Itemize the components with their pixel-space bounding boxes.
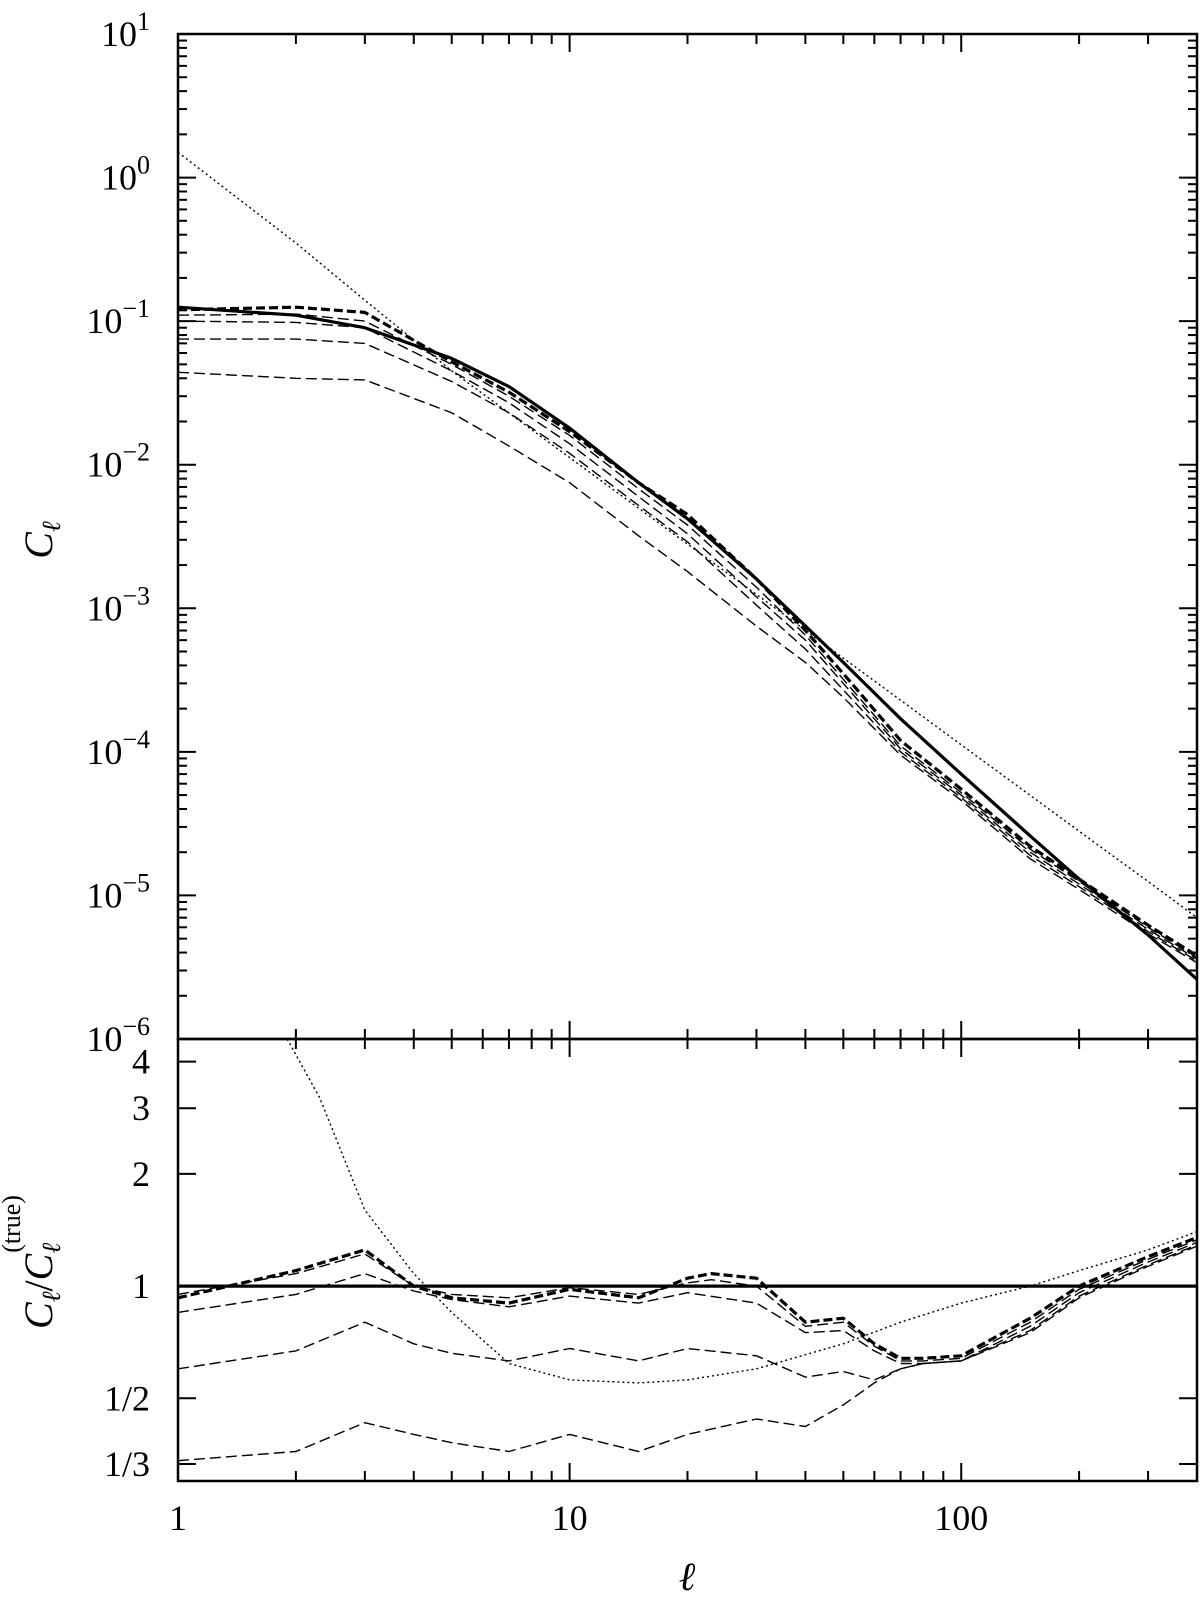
top-y-tick-label: 100: [101, 151, 150, 198]
top-series-group: [178, 151, 1197, 981]
bottom-series-3-line: [178, 1239, 1197, 1362]
bottom-series-5-line: [178, 1244, 1197, 1381]
x-tick-label: 1: [169, 1498, 187, 1538]
bottom-y-tick-label: 1/2: [104, 1378, 150, 1418]
top-y-tick-label: 10−1: [86, 294, 150, 341]
top-plot-frame: [176, 32, 1199, 1041]
top-y-tick-label: 10−2: [86, 438, 150, 485]
bottom-y-tick-label: 2: [132, 1154, 150, 1194]
top-series-0-line: [178, 305, 1197, 981]
bottom-series-1-line: [286, 1039, 1197, 1384]
x-axis-label: ℓ: [679, 1554, 696, 1599]
top-series-3-line: [178, 313, 1197, 958]
top-series-2-line: [178, 305, 1197, 958]
bottom-y-tick-label: 4: [132, 1042, 150, 1082]
top-y-tick-label: 101: [101, 7, 150, 54]
x-tick-label: 100: [934, 1498, 988, 1538]
top-y-axis-label: Cℓ: [16, 521, 66, 559]
top-series-1-line: [178, 151, 1197, 919]
bottom-y-tick-label: 1: [132, 1266, 150, 1306]
top-series-5-line: [178, 338, 1197, 962]
top-panel: 101 100 10−1 10−2 10−3 10−4 10−5 10−6: [86, 7, 1199, 1059]
top-y-tick-label: 10−3: [86, 581, 150, 628]
bottom-y-axis-label: Cℓ/Cℓ(true): [0, 1195, 66, 1329]
top-y-tick-labels: 101 100 10−1 10−2 10−3 10−4 10−5 10−6: [86, 7, 150, 1059]
bottom-panel: 4 3 2 1 1/2 1/3 1 10 100: [104, 1037, 1199, 1538]
x-tick-label: 10: [552, 1498, 588, 1538]
top-y-tick-label: 10−5: [86, 868, 150, 915]
top-y-tick-label: 10−4: [86, 725, 150, 772]
bottom-y-tick-labels: 4 3 2 1 1/2 1/3: [104, 1042, 150, 1484]
bottom-series-6-line: [178, 1245, 1197, 1462]
bottom-series-2-line: [178, 1236, 1197, 1360]
top-y-tick-label: 10−6: [86, 1012, 150, 1059]
bottom-series-group: [178, 1039, 1197, 1462]
x-tick-labels: 1 10 100: [169, 1498, 988, 1538]
bottom-y-tick-label: 3: [132, 1088, 150, 1128]
bottom-plot-frame: [176, 1037, 1199, 1483]
top-series-6-line: [178, 371, 1197, 964]
top-series-4-line: [178, 320, 1197, 960]
bottom-y-tick-label: 1/3: [104, 1444, 150, 1484]
top-ticks: [177, 33, 1198, 1040]
bottom-series-4-line: [178, 1241, 1197, 1365]
